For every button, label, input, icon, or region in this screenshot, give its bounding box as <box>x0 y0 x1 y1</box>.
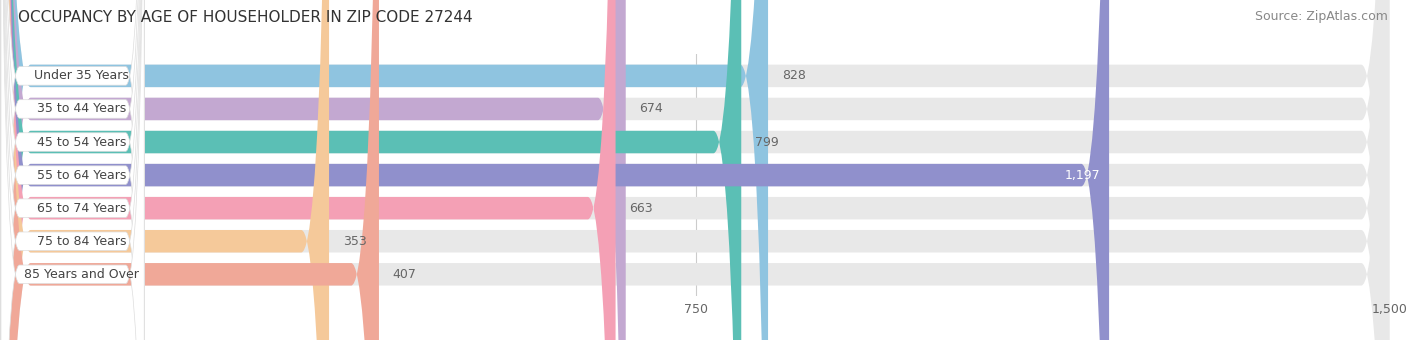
FancyBboxPatch shape <box>3 0 1389 340</box>
FancyBboxPatch shape <box>1 0 145 340</box>
Text: 85 Years and Over: 85 Years and Over <box>24 268 139 281</box>
FancyBboxPatch shape <box>1 0 145 340</box>
Text: 55 to 64 Years: 55 to 64 Years <box>37 169 127 182</box>
FancyBboxPatch shape <box>3 0 626 340</box>
FancyBboxPatch shape <box>1 0 145 340</box>
Text: Source: ZipAtlas.com: Source: ZipAtlas.com <box>1254 10 1388 23</box>
Text: 75 to 84 Years: 75 to 84 Years <box>37 235 127 248</box>
FancyBboxPatch shape <box>3 0 1389 340</box>
Text: 407: 407 <box>392 268 416 281</box>
Text: OCCUPANCY BY AGE OF HOUSEHOLDER IN ZIP CODE 27244: OCCUPANCY BY AGE OF HOUSEHOLDER IN ZIP C… <box>18 10 472 25</box>
Text: 353: 353 <box>343 235 367 248</box>
Text: 35 to 44 Years: 35 to 44 Years <box>37 102 127 116</box>
Text: 663: 663 <box>630 202 652 215</box>
Text: 1,197: 1,197 <box>1064 169 1099 182</box>
Text: 65 to 74 Years: 65 to 74 Years <box>37 202 127 215</box>
FancyBboxPatch shape <box>3 0 380 340</box>
FancyBboxPatch shape <box>1 0 145 340</box>
FancyBboxPatch shape <box>1 0 145 340</box>
Text: 45 to 54 Years: 45 to 54 Years <box>37 136 127 149</box>
FancyBboxPatch shape <box>3 0 741 340</box>
FancyBboxPatch shape <box>3 0 1389 340</box>
FancyBboxPatch shape <box>3 0 1389 340</box>
Text: 674: 674 <box>640 102 664 116</box>
FancyBboxPatch shape <box>3 0 1389 340</box>
FancyBboxPatch shape <box>1 0 145 340</box>
Text: Under 35 Years: Under 35 Years <box>34 69 129 82</box>
Text: 828: 828 <box>782 69 806 82</box>
FancyBboxPatch shape <box>3 0 768 340</box>
Text: 799: 799 <box>755 136 779 149</box>
FancyBboxPatch shape <box>3 0 1389 340</box>
FancyBboxPatch shape <box>3 0 1109 340</box>
FancyBboxPatch shape <box>3 0 616 340</box>
FancyBboxPatch shape <box>3 0 329 340</box>
FancyBboxPatch shape <box>1 0 145 340</box>
FancyBboxPatch shape <box>3 0 1389 340</box>
